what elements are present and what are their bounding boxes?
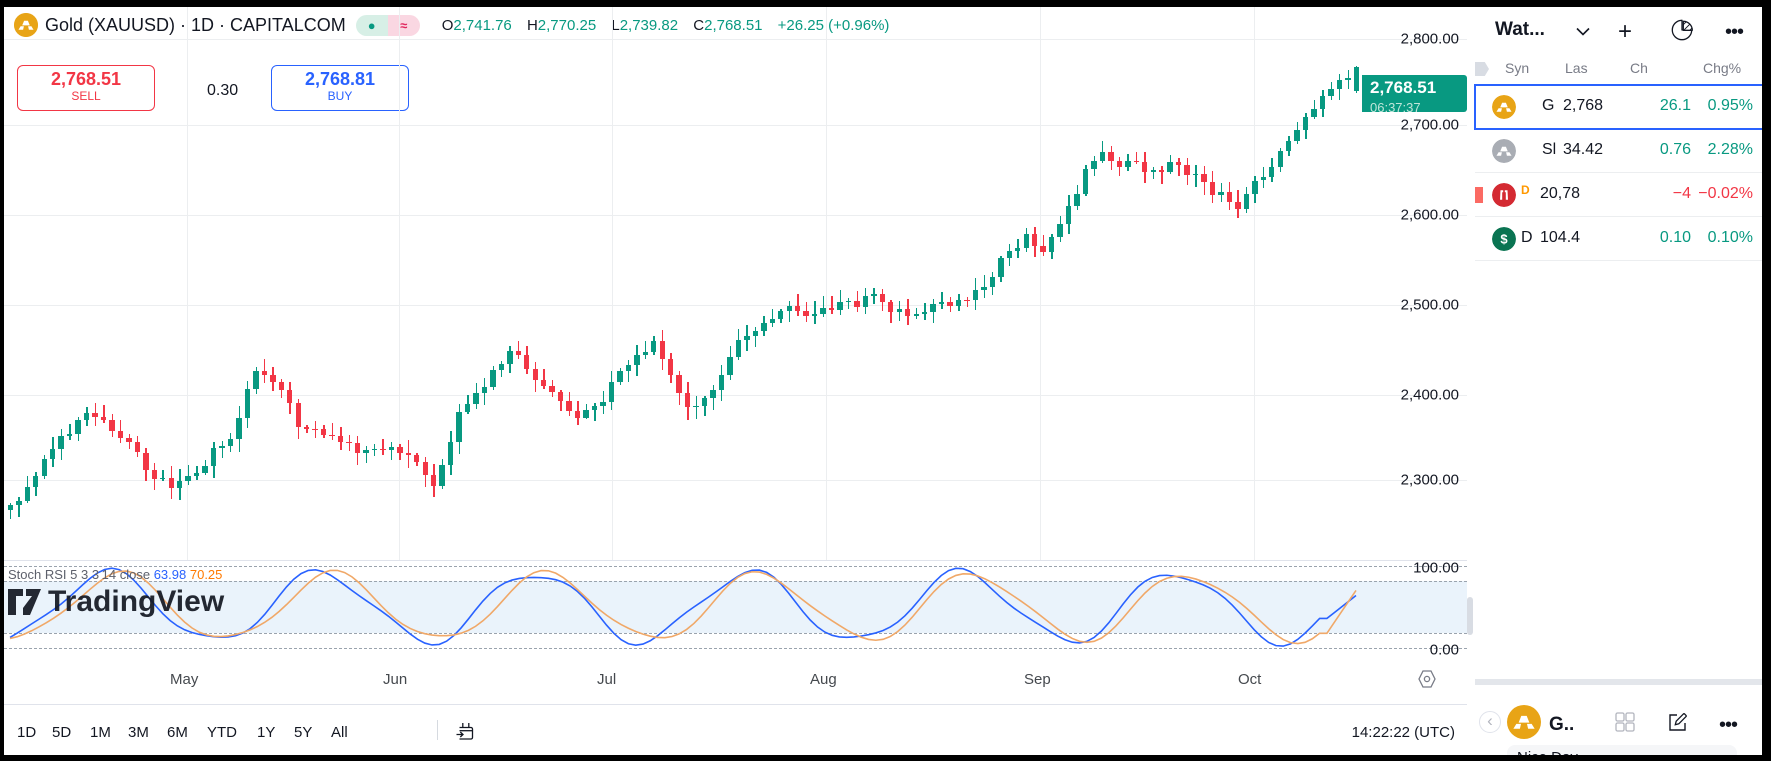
svg-text:$: $ <box>1500 232 1508 247</box>
